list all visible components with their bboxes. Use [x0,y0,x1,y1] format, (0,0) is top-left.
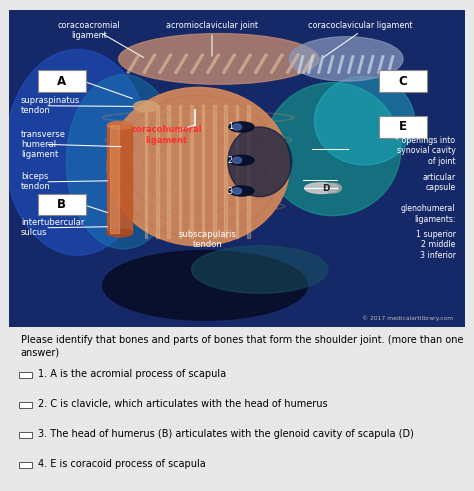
Ellipse shape [229,122,254,132]
Bar [19,432,32,438]
FancyArrow shape [337,55,344,73]
FancyBboxPatch shape [379,70,427,92]
Ellipse shape [326,183,341,193]
FancyArrow shape [298,55,304,73]
Bar [107,125,132,233]
FancyArrow shape [302,54,315,74]
Ellipse shape [107,87,289,246]
FancyArrow shape [191,54,204,74]
Text: glenohumeral
ligaments:: glenohumeral ligaments: [401,204,456,224]
Text: 1. A is the acromial process of scapula: 1. A is the acromial process of scapula [38,369,226,380]
Circle shape [232,157,242,164]
Text: 1: 1 [228,122,233,132]
Ellipse shape [228,127,292,197]
Text: 4. E is coracoid process of scapula: 4. E is coracoid process of scapula [38,459,205,469]
Text: coracohumeral
ligament: coracohumeral ligament [131,125,202,145]
FancyBboxPatch shape [38,194,86,216]
FancyArrow shape [328,55,334,73]
Ellipse shape [305,183,339,193]
FancyArrow shape [213,105,216,238]
FancyBboxPatch shape [38,70,86,92]
Ellipse shape [107,229,132,237]
Text: coracoacromial
ligament: coracoacromial ligament [58,21,120,40]
Text: subscapularis
tendon: subscapularis tendon [179,230,237,249]
FancyArrow shape [347,55,354,73]
Bar [19,402,32,409]
Bar [110,125,118,233]
FancyArrow shape [270,54,283,74]
Ellipse shape [103,250,308,320]
FancyArrow shape [206,54,220,74]
FancyArrow shape [368,55,374,73]
Bar [19,372,32,379]
Text: E: E [399,120,407,134]
Ellipse shape [66,75,180,249]
Text: © 2017 medicalartlibrary.com: © 2017 medicalartlibrary.com [362,315,453,321]
Text: biceps
tendon: biceps tendon [21,172,51,191]
Circle shape [232,188,242,194]
FancyArrow shape [190,105,193,238]
FancyArrow shape [127,54,140,74]
FancyArrow shape [174,54,188,74]
Ellipse shape [264,82,401,216]
Text: D: D [322,184,329,193]
Ellipse shape [134,101,158,112]
FancyArrow shape [156,105,159,238]
Text: C: C [399,75,408,87]
FancyArrow shape [318,55,324,73]
FancyArrow shape [308,55,314,73]
Text: 2. C is clavicle, which articulates with the head of humerus: 2. C is clavicle, which articulates with… [38,399,328,409]
Ellipse shape [289,37,403,81]
Ellipse shape [314,76,414,165]
FancyArrow shape [254,54,268,74]
FancyArrow shape [286,54,300,74]
Ellipse shape [191,246,328,293]
Ellipse shape [5,50,151,255]
FancyArrow shape [388,55,394,73]
FancyArrow shape [224,105,227,238]
Text: 1 superior
2 middle
3 inferior: 1 superior 2 middle 3 inferior [416,230,456,260]
FancyArrow shape [238,54,252,74]
FancyArrow shape [143,54,156,74]
FancyArrow shape [222,54,236,74]
Text: A: A [57,75,66,87]
Text: acromioclavicular joint: acromioclavicular joint [166,21,258,30]
Text: coracoclavicular ligament: coracoclavicular ligament [308,21,412,30]
Circle shape [232,124,242,130]
FancyBboxPatch shape [379,116,427,138]
FancyArrow shape [378,55,384,73]
Text: intertubercular
sulcus: intertubercular sulcus [21,218,84,238]
FancyArrow shape [159,54,172,74]
FancyArrow shape [247,105,250,238]
FancyArrow shape [357,55,364,73]
FancyArrow shape [179,105,182,238]
FancyArrow shape [236,105,238,238]
Text: 3: 3 [228,188,233,196]
Ellipse shape [229,155,254,165]
Text: * openings into
synovial cavity
of joint: * openings into synovial cavity of joint [395,136,456,165]
Text: Please identify that bones and parts of bones that form the shoulder joint. (mor: Please identify that bones and parts of … [21,335,464,357]
FancyArrow shape [201,105,204,238]
Text: transverse
humeral
ligament: transverse humeral ligament [21,130,66,159]
Ellipse shape [118,33,319,84]
Ellipse shape [107,121,132,129]
Text: 2: 2 [228,156,233,165]
Text: B: B [57,198,66,211]
Text: articular
capsule: articular capsule [422,173,456,192]
FancyArrow shape [167,105,170,238]
FancyArrow shape [145,105,147,238]
Text: supraspinatus
tendon: supraspinatus tendon [21,96,80,115]
Bar [19,462,32,468]
Text: 3. The head of humerus (B) articulates with the glenoid cavity of scapula (D): 3. The head of humerus (B) articulates w… [38,429,414,439]
Ellipse shape [229,186,254,196]
